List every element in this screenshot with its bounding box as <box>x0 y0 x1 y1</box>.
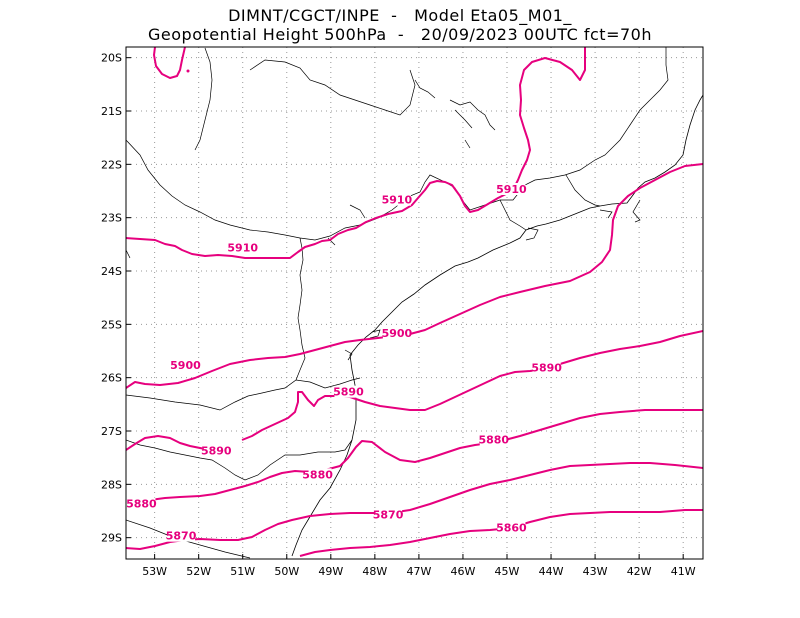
bay-coast <box>344 199 641 361</box>
coastline <box>291 94 703 557</box>
x-tick-label: 48W <box>362 565 387 578</box>
contour-label: 5910 <box>496 183 527 196</box>
contour-label: 5910 <box>227 242 258 255</box>
contour-5890-b <box>126 435 211 451</box>
contour-5910-main <box>126 47 586 259</box>
contour-label-bg <box>127 497 156 510</box>
contour-label-bg <box>303 468 332 481</box>
contour-label: 5890 <box>201 444 232 457</box>
axis-ticks: 53W 52W 51W 50W 49W 48W 47W 46W 45W 44W 43W 42W 41W 2… <box>101 52 696 578</box>
contour-label: 5880 <box>478 434 509 447</box>
contour-label-bg <box>382 327 411 339</box>
x-tick-label: 45W <box>495 565 520 578</box>
contour-5870-a <box>126 462 703 550</box>
contour-5910-north <box>153 47 186 79</box>
contour-label-bg <box>382 193 411 206</box>
contour-label: 5900 <box>382 327 413 340</box>
contour-5860-a <box>299 509 703 557</box>
x-tick-label: 50W <box>274 565 299 578</box>
contour-5910-dot <box>186 69 190 73</box>
contour-label: 5880 <box>302 468 333 481</box>
contour-label-bg <box>202 444 231 457</box>
x-tick-label: 51W <box>230 565 255 578</box>
y-tick-label: 24S <box>101 265 122 278</box>
contour-labels: 5910 5910 5910 5900 5900 5890 5890 5890 5880 5880… <box>126 183 562 543</box>
y-tick-label: 20S <box>101 52 122 65</box>
contour-label-bg <box>532 361 561 374</box>
contour-label-bg <box>228 241 257 254</box>
contour-label: 5900 <box>170 359 201 372</box>
geography <box>126 47 703 559</box>
state-borders <box>126 47 669 559</box>
reservoirs <box>327 79 496 246</box>
contour-label: 5870 <box>373 508 404 521</box>
y-tick-label: 25S <box>101 318 122 331</box>
contour-5880-a <box>149 409 703 501</box>
y-tick-label: 22S <box>101 158 122 171</box>
x-tick-label: 49W <box>318 565 343 578</box>
contour-label: 5860 <box>496 522 527 535</box>
contour-label: 5910 <box>382 194 413 207</box>
y-tick-label: 21S <box>101 105 122 118</box>
northwest-border <box>194 47 416 151</box>
map-frame <box>125 46 704 560</box>
x-tick-label: 46W <box>451 565 476 578</box>
contour-label: 5880 <box>126 498 157 511</box>
x-tick-label: 44W <box>539 565 564 578</box>
y-tick-label: 29S <box>101 532 122 545</box>
contour-label-bg <box>497 521 526 534</box>
contour-label-bg <box>374 508 403 521</box>
contour-label: 5870 <box>166 530 197 543</box>
contour-label-bg <box>497 183 526 195</box>
contour-label-bg <box>171 359 200 371</box>
x-tick-label: 53W <box>142 565 167 578</box>
y-tick-label: 28S <box>101 478 122 491</box>
x-tick-label: 42W <box>627 565 652 578</box>
x-tick-label: 47W <box>406 565 431 578</box>
y-tick-label: 23S <box>101 212 122 225</box>
contour-5900-a <box>126 163 703 389</box>
contour-label: 5890 <box>333 386 364 399</box>
grid-lines <box>126 47 703 559</box>
contour-label-bg <box>479 433 508 446</box>
x-tick-label: 41W <box>671 565 696 578</box>
contour-label: 5890 <box>531 362 562 375</box>
contour-label-bg <box>334 385 363 398</box>
chart-title-line1: DIMNT/CGCT/INPE - Model Eta05_M01_ <box>228 6 572 25</box>
x-tick-label: 43W <box>583 565 608 578</box>
y-tick-label: 26S <box>101 372 122 385</box>
chart-title-line2: Geopotential Height 500hPa - 20/09/2023 … <box>148 25 652 44</box>
y-tick-label: 27S <box>101 425 122 438</box>
x-tick-label: 52W <box>186 565 211 578</box>
contour-label-bg <box>167 529 196 542</box>
contour-5890-a <box>241 330 703 441</box>
contours <box>126 47 703 557</box>
